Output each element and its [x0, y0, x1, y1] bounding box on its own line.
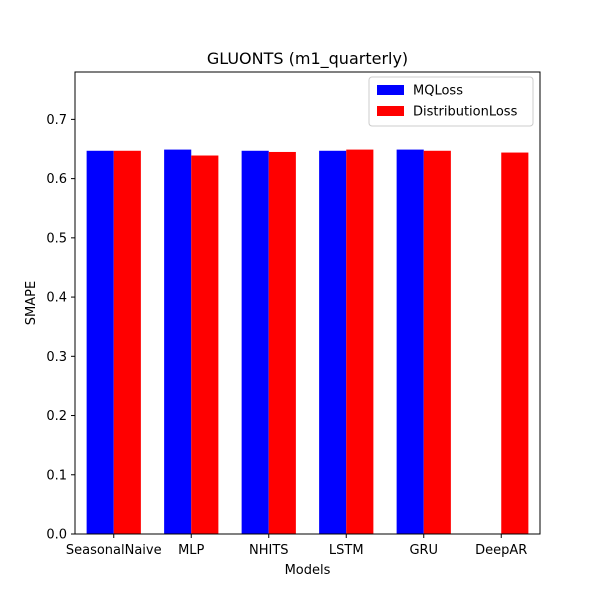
x-tick-label: LSTM	[329, 543, 364, 558]
y-tick-label: 0.4	[46, 291, 67, 306]
x-tick-label: GRU	[409, 543, 438, 558]
legend-label-mqloss: MQLoss	[413, 84, 463, 99]
bar-distributionloss-gru	[423, 150, 451, 534]
y-tick-label: 0.2	[46, 409, 67, 424]
x-tick-label: SeasonalNaive	[66, 543, 162, 558]
legend-swatch-distributionloss	[377, 106, 404, 116]
bars-group	[86, 149, 529, 535]
bar-distributionloss-nhits	[268, 151, 296, 534]
bar-mqloss-seasonalnaive	[86, 150, 114, 534]
y-axis-label: SMAPE	[24, 281, 39, 325]
x-tick-label: NHITS	[249, 543, 289, 558]
x-tick-label: DeepAR	[475, 543, 527, 558]
bar-mqloss-lstm	[319, 150, 347, 534]
legend-swatch-mqloss	[377, 85, 404, 95]
x-tick-label: MLP	[178, 543, 204, 558]
bar-distributionloss-lstm	[346, 149, 374, 535]
legend-box	[368, 76, 534, 127]
y-tick-label: 0.6	[46, 172, 67, 187]
chart-title: GLUONTS (m1_quarterly)	[207, 49, 408, 69]
bar-distributionloss-seasonalnaive	[113, 150, 141, 534]
x-axis-label: Models	[285, 563, 331, 578]
bar-mqloss-mlp	[164, 149, 192, 535]
y-tick-label: 0.5	[46, 231, 67, 246]
y-tick-label: 0.0	[46, 528, 67, 543]
bar-distributionloss-mlp	[191, 155, 219, 534]
y-axis-ticks: 0.0 0.1 0.2 0.3 0.4 0.5 0.6 0.7	[46, 113, 75, 543]
bar-mqloss-gru	[396, 149, 424, 535]
plot-frame	[74, 71, 541, 535]
legend-label-distributionloss: DistributionLoss	[413, 105, 518, 120]
y-tick-label: 0.1	[46, 468, 67, 483]
y-tick-label: 0.3	[46, 350, 67, 365]
bar-distributionloss-deepar	[501, 152, 529, 535]
x-axis-ticks: SeasonalNaive MLP NHITS LSTM GRU DeepAR	[66, 534, 527, 558]
bar-mqloss-nhits	[241, 150, 269, 534]
legend: MQLoss DistributionLoss	[368, 76, 534, 127]
y-tick-label: 0.7	[46, 113, 67, 128]
